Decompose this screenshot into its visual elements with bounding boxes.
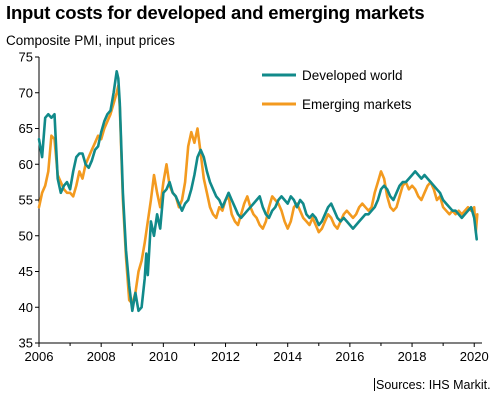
- x-tick-label: 2016: [335, 349, 364, 364]
- source-note: Sources: IHS Markit.: [374, 378, 491, 392]
- y-tick-label: 35: [19, 336, 33, 351]
- chart-legend: Developed world Emerging markets: [262, 68, 412, 112]
- chart-axes: 35 40 45 50 55 60 65 70 75 2006 2008 2010 2012 2014 20…: [19, 50, 489, 365]
- chart-title: Input costs for developed and emerging m…: [6, 2, 425, 23]
- series-line-emerging-markets: [37, 84, 479, 305]
- chart-subtitle: Composite PMI, input prices: [6, 33, 175, 48]
- y-tick-label: 50: [19, 228, 33, 243]
- y-tick-label: 75: [19, 50, 33, 65]
- series-line-developed-world: [37, 70, 478, 313]
- x-tick-label: 2008: [87, 349, 116, 364]
- y-tick-label: 45: [19, 264, 33, 279]
- y-tick-label: 70: [19, 85, 33, 100]
- legend-label-developed-world: Developed world: [302, 68, 403, 83]
- y-tick-label: 40: [19, 300, 33, 315]
- y-tick-label: 60: [19, 157, 33, 172]
- x-tick-label: 2020: [460, 349, 489, 364]
- source-text: Sources: IHS Markit.: [376, 378, 491, 392]
- series-layer: [37, 70, 479, 313]
- x-tick-label: 2006: [25, 349, 54, 364]
- y-tick-label: 65: [19, 121, 33, 136]
- x-tick-label: 2018: [398, 349, 427, 364]
- x-tick-label: 2010: [149, 349, 178, 364]
- x-tick-label: 2012: [211, 349, 240, 364]
- source-divider: [374, 378, 375, 391]
- legend-label-emerging-markets: Emerging markets: [302, 97, 412, 112]
- x-tick-label: 2014: [273, 349, 302, 364]
- y-tick-label: 55: [19, 193, 33, 208]
